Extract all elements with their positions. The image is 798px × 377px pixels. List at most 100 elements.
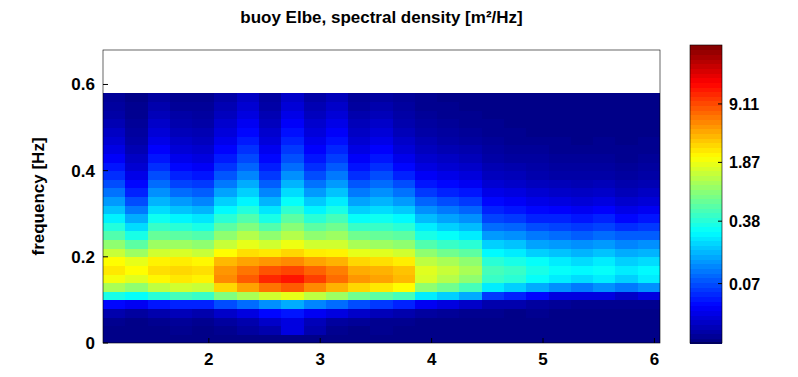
cell <box>638 240 660 249</box>
cell <box>170 162 193 171</box>
cell <box>170 257 193 266</box>
cell <box>148 240 171 249</box>
cell <box>148 231 171 240</box>
cell <box>348 240 371 249</box>
cell <box>459 128 482 137</box>
colorbar-step <box>690 161 722 166</box>
cell <box>437 265 460 274</box>
cell <box>549 274 572 283</box>
cell <box>415 197 438 206</box>
cell <box>482 334 505 343</box>
cell <box>482 188 505 197</box>
cell <box>615 334 638 343</box>
cell <box>415 326 438 335</box>
cell <box>237 179 260 188</box>
cell <box>526 214 549 223</box>
cell <box>638 222 660 231</box>
cell <box>259 265 282 274</box>
cell <box>549 240 572 249</box>
cell <box>237 145 260 154</box>
cell <box>571 240 594 249</box>
cell <box>281 257 304 266</box>
cell <box>526 119 549 128</box>
cell <box>393 162 416 171</box>
cell <box>259 214 282 223</box>
cell <box>370 240 393 249</box>
cell <box>571 110 594 119</box>
colorbar-step <box>690 129 722 134</box>
cell <box>170 93 193 102</box>
cell <box>459 248 482 257</box>
cell <box>304 110 327 119</box>
cell <box>504 102 527 111</box>
cell <box>192 102 215 111</box>
cell <box>259 128 282 137</box>
cell <box>526 291 549 300</box>
cell <box>125 231 148 240</box>
cell <box>148 248 171 257</box>
cell <box>393 283 416 292</box>
cell <box>370 136 393 145</box>
cell <box>148 153 171 162</box>
cell <box>125 300 148 309</box>
colorbar-step <box>690 310 722 315</box>
cell <box>103 291 126 300</box>
cell <box>125 248 148 257</box>
cell <box>638 283 660 292</box>
cell <box>482 317 505 326</box>
cell <box>370 334 393 343</box>
cell <box>326 248 349 257</box>
cell <box>125 162 148 171</box>
cell <box>259 317 282 326</box>
cell <box>103 283 126 292</box>
cell <box>192 171 215 180</box>
cell <box>415 240 438 249</box>
cell <box>415 231 438 240</box>
cell <box>415 309 438 318</box>
cell <box>549 317 572 326</box>
x-tick-label: 4 <box>427 350 437 369</box>
cell <box>615 128 638 137</box>
cell <box>549 309 572 318</box>
cell <box>348 128 371 137</box>
cell <box>593 197 616 206</box>
colorbar-tick-label: 9.11 <box>729 96 759 113</box>
colorbar-step <box>690 227 722 232</box>
colorbar-step <box>690 287 722 292</box>
cell <box>549 102 572 111</box>
cell <box>415 248 438 257</box>
cell <box>638 102 660 111</box>
cell <box>304 257 327 266</box>
cell <box>326 265 349 274</box>
cell <box>393 222 416 231</box>
cell <box>259 136 282 145</box>
cell <box>549 171 572 180</box>
cell <box>148 93 171 102</box>
colorbar-step <box>690 133 722 138</box>
cell <box>437 248 460 257</box>
cell <box>192 300 215 309</box>
cell <box>437 240 460 249</box>
cell <box>549 188 572 197</box>
cell <box>259 240 282 249</box>
cell <box>526 197 549 206</box>
title: buoy Elbe, spectral density [m²/Hz] <box>240 8 522 27</box>
cell <box>393 231 416 240</box>
cell <box>214 300 237 309</box>
cell <box>437 153 460 162</box>
cell <box>638 309 660 318</box>
cell <box>125 257 148 266</box>
cell <box>571 334 594 343</box>
cell <box>326 145 349 154</box>
cell <box>482 102 505 111</box>
cell <box>526 300 549 309</box>
cell <box>615 153 638 162</box>
cell <box>304 309 327 318</box>
cell <box>170 153 193 162</box>
cell <box>370 222 393 231</box>
cell <box>393 248 416 257</box>
cell <box>170 291 193 300</box>
plot-area <box>103 50 660 343</box>
cell <box>393 128 416 137</box>
cell <box>370 162 393 171</box>
